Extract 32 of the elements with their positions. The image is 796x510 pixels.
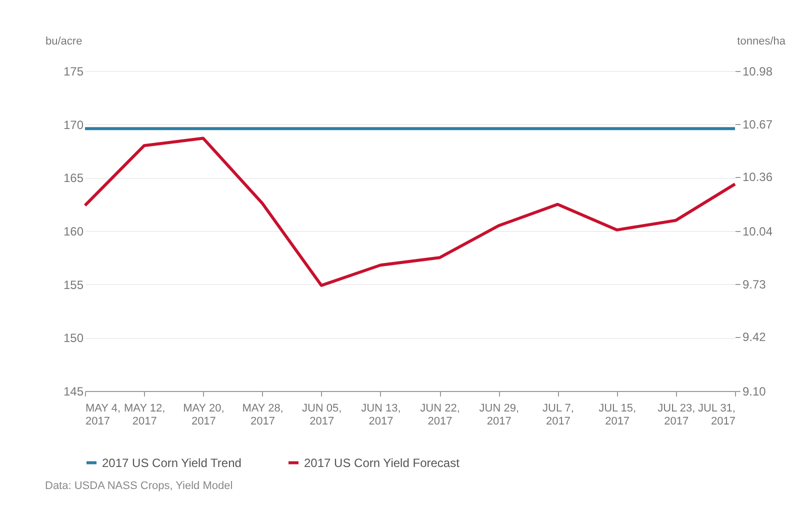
y2-tick-label: 10.67 [742,117,773,132]
y2-tick-label: 10.04 [742,224,773,238]
x-tick-label: JUN 05, 2017 [302,402,342,428]
x-tick-label: MAY 20, 2017 [183,402,224,428]
y2-tick-label: 10.36 [742,170,773,184]
y2-axis-title: tonnes/ha [737,36,786,48]
y-tick-label: 160 [63,224,84,238]
legend-label: 2017 US Corn Yield Forecast [304,456,460,470]
y2-tick-label: 9.42 [742,330,766,344]
text: Data: USDA NASS Crops, Yield Model [45,480,233,492]
legend-label: 2017 US Corn Yield Trend [102,456,242,470]
x-tick-label: JUL 7, 2017 [542,402,574,428]
y-tick-label: 155 [63,278,84,292]
y-tick-label: 170 [63,118,84,132]
y-tick-label: 175 [63,64,84,78]
y2-tick-label: 9.73 [742,277,766,292]
y-tick-label: 145 [63,384,84,398]
x-tick-label: JUL 15, 2017 [598,402,636,428]
y-axis-title: bu/acre [46,36,82,48]
x-tick-label: JUN 13, 2017 [361,402,401,428]
y2-tick-label: 10.98 [742,64,773,78]
x-tick-label: MAY 28, 2017 [242,402,284,428]
y2-tick-label: 9.10 [742,384,766,398]
x-tick-label: JUL 31, 2017 [698,402,736,428]
y-tick-label: 165 [63,171,84,186]
x-tick-label: MAY 12, 2017 [124,402,166,428]
x-tick-label: MAY 4, 2017 [86,402,121,428]
line-series [84,136,736,287]
x-tick-label: JUN 29, 2017 [479,402,520,428]
x-tick-label: JUL 23, 2017 [658,402,696,428]
y-tick-label: 150 [63,331,84,346]
x-tick-label: JUN 22, 2017 [420,402,460,428]
